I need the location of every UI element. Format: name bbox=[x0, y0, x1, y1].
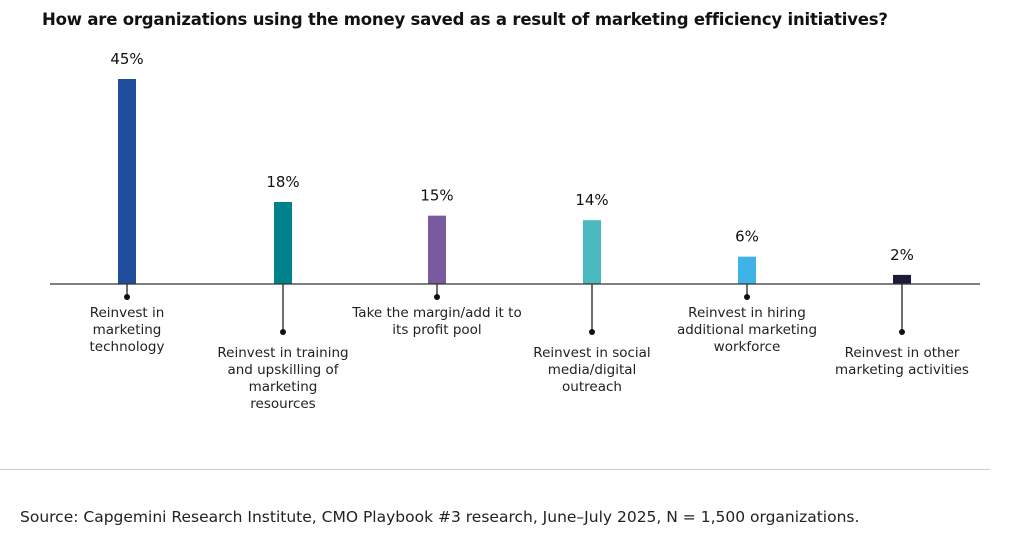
data-label: 15% bbox=[420, 187, 453, 205]
category-label-line: and upskilling of bbox=[227, 362, 339, 378]
category-label-line: media/digital bbox=[547, 362, 637, 378]
bar bbox=[118, 79, 136, 284]
category-label-line: Take the margin/add it to bbox=[352, 305, 522, 321]
bar bbox=[274, 202, 292, 284]
category-label-line: marketing bbox=[248, 379, 318, 395]
source-note: Source: Capgemini Research Institute, CM… bbox=[20, 508, 860, 526]
bar bbox=[893, 274, 911, 284]
category-label-line: Reinvest in other bbox=[844, 345, 960, 361]
category-label-line: its profit pool bbox=[392, 322, 482, 338]
category-label-line: Reinvest in hiring bbox=[688, 305, 806, 321]
category-label-line: Reinvest in training bbox=[217, 345, 349, 361]
divider bbox=[0, 469, 990, 470]
category-label-line: workforce bbox=[713, 339, 781, 355]
category-label-line: resources bbox=[250, 396, 316, 412]
category-label: Reinvest in marketing technology bbox=[42, 305, 212, 356]
category-label: Reinvest in social media/digital outreach bbox=[507, 345, 677, 396]
bar-chart: 45% 18% 15% 14% 6% 2% bbox=[50, 50, 980, 335]
data-label: 18% bbox=[266, 173, 299, 191]
bar bbox=[583, 220, 601, 284]
data-label: 45% bbox=[110, 50, 143, 68]
category-label-line: marketing bbox=[92, 322, 162, 338]
category-label: Reinvest in hiring additional marketing wo… bbox=[662, 305, 832, 356]
leader-dot bbox=[589, 329, 595, 335]
data-label: 2% bbox=[890, 246, 914, 264]
category-label-line: Reinvest in social bbox=[533, 345, 651, 361]
leader-dot bbox=[434, 294, 440, 300]
category-label-line: outreach bbox=[562, 379, 622, 395]
category-label-line: marketing activities bbox=[835, 362, 969, 378]
leader-dot bbox=[899, 329, 905, 335]
bar bbox=[428, 215, 446, 284]
category-label: Reinvest in training and upskilling of mar… bbox=[198, 345, 368, 413]
leader-dot bbox=[124, 294, 130, 300]
category-label-line: Reinvest in bbox=[89, 305, 165, 321]
leader-dot bbox=[280, 329, 286, 335]
data-label: 14% bbox=[575, 191, 608, 209]
bar bbox=[738, 256, 756, 284]
category-label-line: technology bbox=[89, 339, 165, 355]
category-label: Reinvest in other marketing activities bbox=[817, 345, 987, 379]
leader-dot bbox=[744, 294, 750, 300]
chart-title: How are organizations using the money sa… bbox=[42, 10, 888, 29]
data-label: 6% bbox=[735, 228, 759, 246]
category-label: Take the margin/add it to its profit pool bbox=[352, 305, 522, 339]
category-label-line: additional marketing bbox=[676, 322, 818, 338]
